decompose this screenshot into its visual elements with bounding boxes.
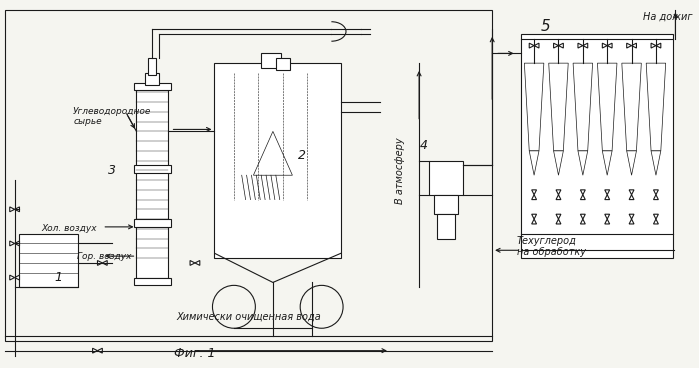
Polygon shape [15,207,20,212]
Polygon shape [573,63,593,151]
Polygon shape [556,190,561,195]
Polygon shape [102,261,107,265]
Polygon shape [580,214,585,219]
Text: 5: 5 [541,19,551,33]
Bar [429,160,463,195]
Bar [134,219,171,227]
Bar [433,195,458,214]
Polygon shape [654,190,658,195]
Text: Гор. воздух: Гор. воздух [77,252,131,261]
Polygon shape [651,43,656,48]
Polygon shape [654,214,658,219]
Text: 1: 1 [55,271,62,284]
Bar [437,214,455,238]
Polygon shape [556,195,561,199]
Polygon shape [598,63,617,151]
Text: В атмосферу: В атмосферу [395,137,405,204]
Text: Фиг. 1: Фиг. 1 [174,347,216,360]
Polygon shape [605,214,610,219]
Polygon shape [195,261,200,265]
Polygon shape [529,151,539,175]
Polygon shape [580,219,585,224]
Bar [276,58,291,70]
Polygon shape [605,190,610,195]
Polygon shape [578,43,583,48]
Polygon shape [627,151,637,175]
Text: 2: 2 [298,149,306,162]
Polygon shape [10,241,15,246]
Polygon shape [549,63,568,151]
Polygon shape [532,195,537,199]
Polygon shape [629,214,634,219]
Polygon shape [605,195,610,199]
Polygon shape [629,195,634,199]
Bar [20,234,78,287]
Polygon shape [632,43,637,48]
Polygon shape [532,214,537,219]
Polygon shape [10,275,15,280]
Bar [134,166,171,173]
Polygon shape [15,275,20,280]
Polygon shape [556,219,561,224]
Polygon shape [556,214,561,219]
Polygon shape [559,43,563,48]
Polygon shape [605,219,610,224]
Bar [261,53,281,68]
Polygon shape [190,261,195,265]
Polygon shape [607,43,612,48]
Polygon shape [627,43,632,48]
Polygon shape [578,151,588,175]
Bar [148,58,156,75]
Polygon shape [654,219,658,224]
Bar [136,88,168,277]
Polygon shape [532,190,537,195]
Polygon shape [534,43,539,48]
Polygon shape [554,151,563,175]
Polygon shape [524,63,544,151]
Polygon shape [654,195,658,199]
Polygon shape [646,63,665,151]
Polygon shape [97,261,102,265]
Text: Углеводородное
сырье: Углеводородное сырье [73,107,152,127]
Polygon shape [583,43,588,48]
Polygon shape [622,63,641,151]
Bar [134,83,171,91]
Polygon shape [651,151,661,175]
Polygon shape [10,207,15,212]
Polygon shape [554,43,559,48]
Bar [5,10,492,341]
Polygon shape [629,219,634,224]
Polygon shape [603,43,607,48]
Text: Техуглерод
на обработку: Техуглерод на обработку [517,236,586,257]
Polygon shape [603,151,612,175]
Polygon shape [580,195,585,199]
Bar [145,73,159,85]
Text: Химически очищенная вода: Химически очищенная вода [176,312,321,322]
Bar [134,277,171,285]
Polygon shape [532,219,537,224]
Text: 3: 3 [108,164,116,177]
Polygon shape [15,241,20,246]
Bar [215,63,341,258]
Polygon shape [656,43,661,48]
Text: Хол. воздух: Хол. воздух [42,224,97,233]
Polygon shape [97,348,102,353]
Polygon shape [92,348,97,353]
Text: На дожиг: На дожиг [643,11,693,21]
Polygon shape [580,190,585,195]
Bar [521,34,672,258]
Text: 4: 4 [420,139,428,152]
Polygon shape [629,190,634,195]
Polygon shape [529,43,534,48]
